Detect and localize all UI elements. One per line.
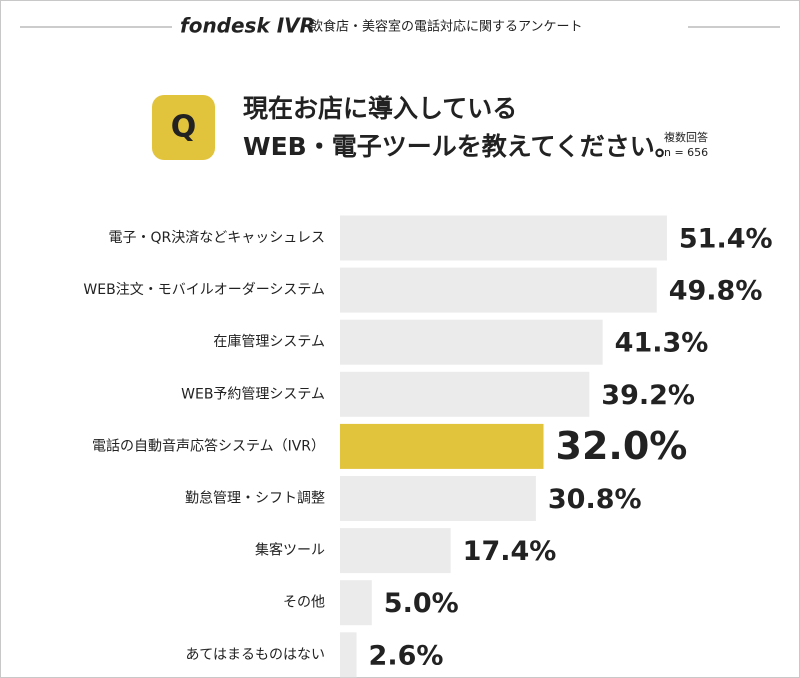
category-label: 在庫管理システム <box>213 333 325 350</box>
title-line: WEB・電子ツールを教えてください。 <box>243 132 680 161</box>
value-label: 51.4% <box>679 224 773 255</box>
badge <box>152 95 215 160</box>
value-label: 41.3% <box>615 328 709 359</box>
bar <box>340 632 357 678</box>
title-line: 現在お店に導入している <box>243 94 517 123</box>
bar <box>340 423 544 469</box>
value-label: 32.0% <box>556 424 688 468</box>
value-label: 30.8% <box>548 484 642 515</box>
bar <box>340 319 603 365</box>
category-label: その他 <box>283 595 325 611</box>
value-label: 17.4% <box>463 536 557 567</box>
category-label: WEB注文・モバイルオーダーシステム <box>83 282 325 298</box>
bar <box>340 371 590 417</box>
logo: fondesk IVR <box>180 14 315 38</box>
category-label: 電子・QR決済などキャッシュレス <box>109 230 325 246</box>
subtitle: 飲食店・美容室の電話対応に関するアンケート <box>310 19 582 35</box>
badge-text: Q <box>171 110 197 145</box>
bar <box>340 215 667 261</box>
sample-size: n = 656 <box>664 146 708 159</box>
bar <box>340 476 536 521</box>
category-label: 電話の自動音声応答システム（IVR） <box>92 437 325 454</box>
category-label: 集客ツール <box>255 542 325 559</box>
value-label: 2.6% <box>369 640 444 671</box>
category-label: 勤怠管理・シフト調整 <box>185 491 325 507</box>
value-label: 39.2% <box>601 380 695 411</box>
category-label: WEB予約管理システム <box>181 386 325 402</box>
value-label: 5.0% <box>384 588 459 619</box>
note: 複数回答 <box>664 130 708 144</box>
category-label: あてはまるものはない <box>186 647 325 663</box>
bar <box>340 267 657 313</box>
value-label: 49.8% <box>669 276 763 307</box>
bar <box>340 580 372 626</box>
bar <box>340 528 451 574</box>
